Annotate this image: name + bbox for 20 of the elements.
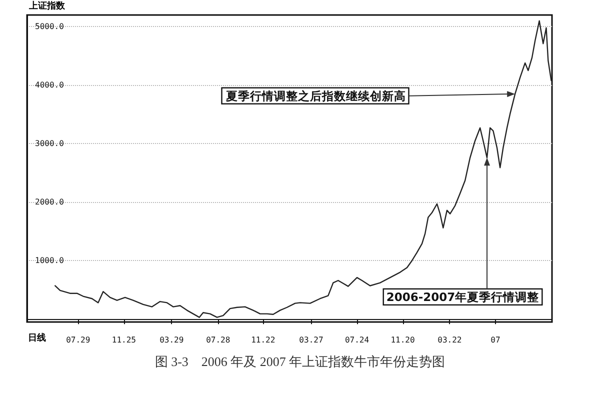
- y-tick-label: 4000.0: [35, 80, 64, 90]
- y-tick-label: 2000.0: [35, 198, 64, 207]
- annotation: 2006-2007年夏季行情调整: [386, 290, 540, 304]
- x-tick-label: 11.20: [390, 336, 415, 344]
- text: 日线: [28, 332, 46, 344]
- y-tick-label: 3000.0: [35, 139, 64, 148]
- x-tick-label: 07.24: [344, 336, 370, 344]
- x-tick-label: 03.27: [299, 336, 324, 344]
- y-tick-label: 1000.0: [35, 256, 64, 266]
- x-tick-label: 07.29: [66, 336, 90, 344]
- y-tick-label: 5000.0: [35, 22, 64, 32]
- x-tick-label: 07.28: [206, 336, 230, 344]
- x-tick-label: 03.29: [160, 336, 184, 344]
- text: 上证指数: [28, 0, 66, 12]
- text: 图 3-3 2006 年及 2007 年上证指数牛市年份走势图: [154, 354, 446, 369]
- annotation: 夏季行情调整之后指数继续创新高: [224, 88, 406, 103]
- x-tick-label: 07: [490, 336, 500, 344]
- x-tick-label: 11.22: [251, 336, 276, 344]
- x-tick-label: 03.22: [438, 336, 462, 344]
- x-tick-label: 11.25: [112, 336, 136, 344]
